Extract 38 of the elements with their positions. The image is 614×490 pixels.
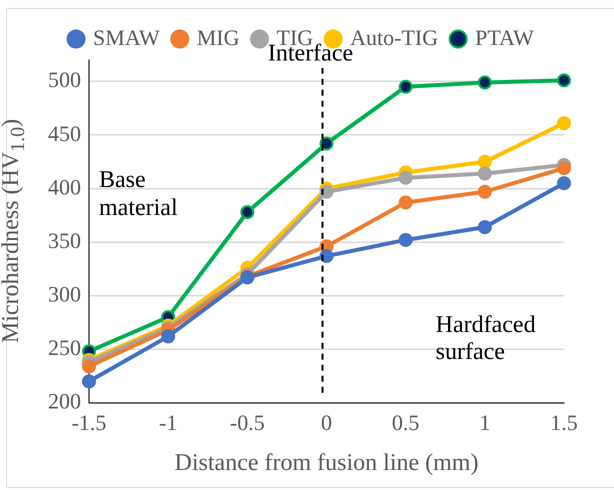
point xyxy=(161,329,176,344)
x-tick-label: -1 xyxy=(159,410,178,435)
y-tick-label: 250 xyxy=(48,335,81,360)
y-tick-label: 400 xyxy=(48,174,81,200)
point xyxy=(478,75,492,90)
x-tick-label: 0 xyxy=(321,410,332,435)
legend-label: PTAW xyxy=(475,24,534,50)
point xyxy=(557,116,571,130)
y-tick-label: 350 xyxy=(48,228,81,253)
y-tick-label: 500 xyxy=(48,67,81,92)
x-axis-title: Distance from fusion line (mm) xyxy=(174,450,478,476)
point xyxy=(557,176,571,190)
point xyxy=(557,73,571,88)
x-tick-label: 1 xyxy=(479,410,490,435)
legend-label: MIG xyxy=(196,24,240,50)
y-tick-label: 450 xyxy=(48,120,81,146)
point xyxy=(478,154,492,169)
y-tick-label: 300 xyxy=(48,281,81,306)
point xyxy=(320,136,334,151)
x-tick-label: 1.5 xyxy=(550,410,578,435)
point xyxy=(557,161,571,176)
point xyxy=(398,232,413,247)
point xyxy=(478,220,492,234)
point xyxy=(478,166,492,181)
point xyxy=(82,374,96,388)
x-tick-label: 0.5 xyxy=(392,410,420,435)
point xyxy=(320,249,334,264)
point xyxy=(398,170,413,185)
annotation: Hardfaced surface xyxy=(436,312,537,367)
annotation: Base material xyxy=(99,167,179,222)
x-tick-label: -0.5 xyxy=(230,410,265,435)
point xyxy=(240,205,254,220)
point xyxy=(398,80,413,94)
legend-label: SMAW xyxy=(93,24,160,50)
point xyxy=(82,359,96,374)
point xyxy=(478,184,492,199)
point xyxy=(398,195,413,210)
legend-label: Auto-TIG xyxy=(350,24,438,50)
